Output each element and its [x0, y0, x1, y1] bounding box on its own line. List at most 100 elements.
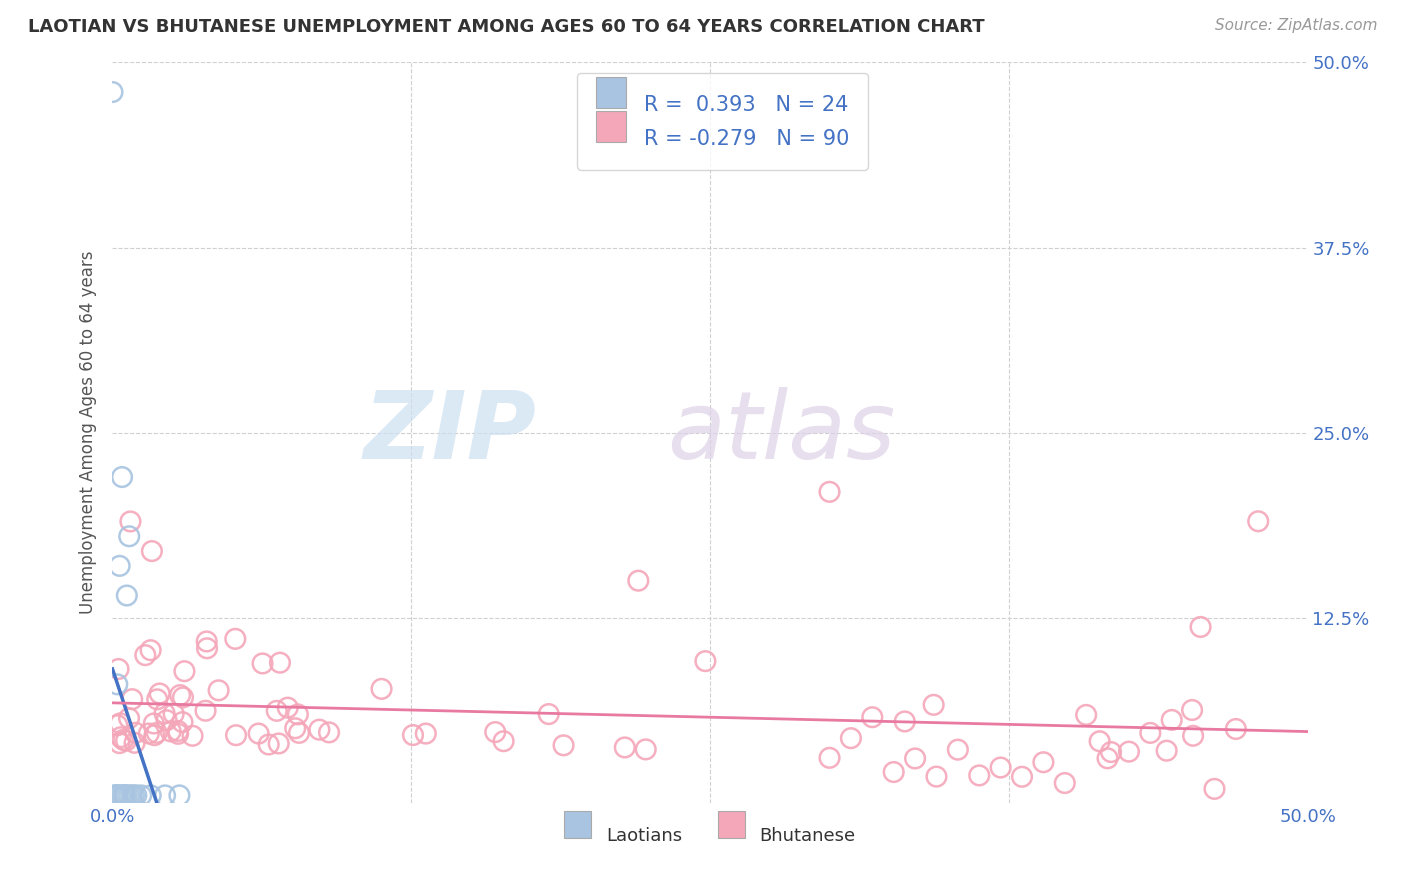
Bhutanese: [139, 643, 162, 657]
Bhutanese: [172, 690, 194, 705]
Laotians: [122, 789, 145, 803]
Bhutanese: [1076, 707, 1098, 722]
Bhutanese: [492, 734, 515, 748]
Bhutanese: [893, 714, 915, 729]
Bhutanese: [195, 634, 218, 648]
Bhutanese: [634, 742, 657, 756]
Bhutanese: [257, 738, 280, 752]
Bhutanese: [155, 713, 177, 727]
Bhutanese: [1247, 514, 1270, 528]
Bhutanese: [484, 725, 506, 739]
Laotians: [115, 789, 138, 803]
Bhutanese: [112, 732, 135, 747]
Bhutanese: [138, 726, 160, 740]
Bhutanese: [145, 726, 167, 740]
Bhutanese: [194, 704, 217, 718]
Bhutanese: [818, 484, 841, 499]
Bhutanese: [159, 724, 181, 739]
Laotians: [105, 677, 128, 691]
Bhutanese: [695, 654, 717, 668]
Bhutanese: [162, 706, 184, 721]
Legend: Laotians, Bhutanese: Laotians, Bhutanese: [557, 816, 863, 853]
Bhutanese: [613, 740, 636, 755]
Bhutanese: [107, 662, 129, 676]
Bhutanese: [537, 707, 560, 722]
Bhutanese: [124, 725, 146, 739]
Laotians: [101, 85, 124, 99]
Bhutanese: [1099, 745, 1122, 759]
Bhutanese: [207, 683, 229, 698]
Laotians: [121, 789, 143, 803]
Laotians: [129, 789, 152, 803]
Bhutanese: [627, 574, 650, 588]
Bhutanese: [1189, 620, 1212, 634]
Bhutanese: [284, 721, 307, 735]
Bhutanese: [1182, 729, 1205, 743]
Bhutanese: [169, 688, 191, 702]
Laotians: [108, 558, 131, 573]
Laotians: [153, 789, 176, 803]
Bhutanese: [1118, 745, 1140, 759]
Bhutanese: [402, 728, 425, 742]
Bhutanese: [839, 731, 862, 746]
Bhutanese: [269, 656, 291, 670]
Bhutanese: [167, 727, 190, 741]
Bhutanese: [224, 632, 246, 646]
Bhutanese: [167, 723, 190, 738]
Bhutanese: [124, 736, 146, 750]
Bhutanese: [247, 726, 270, 740]
Bhutanese: [172, 715, 194, 730]
Laotians: [139, 789, 162, 803]
Bhutanese: [1204, 781, 1226, 796]
Bhutanese: [990, 760, 1012, 774]
Bhutanese: [308, 723, 330, 737]
Bhutanese: [1160, 713, 1182, 727]
Laotians: [108, 789, 131, 803]
Bhutanese: [922, 698, 945, 712]
Bhutanese: [1088, 734, 1111, 748]
Bhutanese: [925, 770, 948, 784]
Bhutanese: [1011, 770, 1033, 784]
Bhutanese: [252, 657, 274, 671]
Laotians: [114, 789, 135, 803]
Bhutanese: [108, 736, 131, 750]
Laotians: [104, 789, 127, 803]
Bhutanese: [153, 706, 176, 721]
Bhutanese: [225, 728, 247, 742]
Laotians: [111, 789, 134, 803]
Text: LAOTIAN VS BHUTANESE UNEMPLOYMENT AMONG AGES 60 TO 64 YEARS CORRELATION CHART: LAOTIAN VS BHUTANESE UNEMPLOYMENT AMONG …: [28, 18, 984, 36]
Bhutanese: [860, 710, 883, 724]
Laotians: [105, 789, 128, 803]
Bhutanese: [173, 664, 195, 678]
Laotians: [115, 589, 138, 603]
Text: ZIP: ZIP: [364, 386, 537, 479]
Laotians: [114, 789, 135, 803]
Laotians: [118, 529, 141, 543]
Laotians: [114, 789, 135, 803]
Bhutanese: [1139, 726, 1161, 740]
Bhutanese: [1053, 776, 1076, 790]
Laotians: [125, 789, 148, 803]
Bhutanese: [134, 648, 156, 662]
Laotians: [105, 789, 128, 803]
Bhutanese: [1225, 722, 1247, 736]
Bhutanese: [1032, 756, 1054, 770]
Bhutanese: [883, 765, 905, 780]
Bhutanese: [277, 700, 299, 714]
Bhutanese: [115, 733, 138, 747]
Bhutanese: [120, 515, 142, 529]
Bhutanese: [110, 730, 132, 744]
Bhutanese: [415, 726, 437, 740]
Laotians: [118, 789, 141, 803]
Bhutanese: [287, 707, 309, 722]
Bhutanese: [121, 692, 143, 706]
Bhutanese: [149, 686, 172, 700]
Bhutanese: [143, 728, 166, 742]
Text: atlas: atlas: [668, 387, 896, 478]
Bhutanese: [553, 739, 575, 753]
Bhutanese: [266, 704, 288, 718]
Laotians: [169, 789, 191, 803]
Bhutanese: [105, 718, 128, 732]
Bhutanese: [146, 692, 169, 706]
Bhutanese: [110, 716, 132, 731]
